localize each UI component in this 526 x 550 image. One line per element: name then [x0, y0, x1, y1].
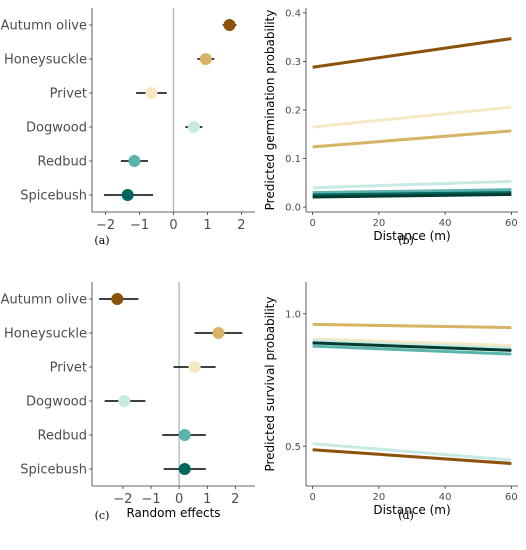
x-tick-label: 40 [439, 218, 452, 229]
series-line [312, 337, 512, 348]
y-tick-label: 0.5 [285, 442, 301, 453]
category-label: Autumn olive [1, 19, 87, 34]
x-tick-label: 40 [439, 492, 452, 503]
x-tick-label: 0 [309, 218, 315, 229]
x-tick-label: 1 [203, 218, 211, 233]
point-estimate [178, 429, 191, 441]
x-axis-title: Random effects [126, 506, 220, 520]
x-tick-label: 20 [373, 218, 386, 229]
x-tick-label: −1 [141, 492, 160, 507]
panel-label: (d) [398, 509, 414, 522]
category-label: Redbud [38, 155, 87, 170]
series-line [312, 105, 512, 129]
point-estimate [223, 19, 236, 31]
y-axis-title: Predicted survival probability [263, 296, 277, 471]
x-axis-title: Distance (m) [373, 503, 450, 517]
x-tick-label: 60 [505, 218, 518, 229]
forest-plot-a: Autumn olive Honeysuckle Privet Dogwood Redb… [1, 8, 255, 247]
point-estimate [187, 121, 200, 133]
series-line [312, 448, 512, 465]
y-tick-label: 0.3 [285, 57, 301, 68]
x-tick-label: 1 [203, 492, 211, 507]
x-tick-label: −2 [113, 492, 132, 507]
point-estimate [118, 395, 131, 407]
x-tick-label: −2 [96, 218, 115, 233]
series-line [312, 129, 512, 149]
point-estimate [111, 293, 124, 305]
x-tick-label: 20 [373, 492, 386, 503]
series-line [312, 442, 512, 462]
point-estimate [178, 463, 191, 475]
series-line [312, 322, 512, 330]
y-tick-label: 0.4 [285, 8, 301, 19]
series-line [312, 188, 512, 195]
x-axis-title: Distance (m) [373, 229, 450, 243]
y-tick-label: 0.0 [285, 203, 301, 214]
series-line [312, 339, 512, 350]
y-tick-label: 0.1 [285, 154, 301, 165]
category-label: Honeysuckle [4, 327, 87, 342]
y-tick-label: 0.2 [285, 106, 301, 117]
category-label: Spicebush [20, 189, 87, 204]
forest-plot-c: Autumn olive Honeysuckle Privet Dogwood Redb… [1, 282, 255, 522]
panel-label: (a) [94, 234, 109, 247]
category-label: Spicebush [20, 463, 87, 478]
series-line [312, 191, 512, 197]
series-line [312, 37, 512, 69]
point-estimate [188, 361, 201, 373]
category-label: Privet [50, 87, 87, 102]
category-label: Dogwood [26, 121, 87, 136]
panel-label: (b) [398, 234, 414, 247]
x-tick-label: 0 [169, 218, 177, 233]
point-estimate [145, 87, 158, 99]
point-estimate [128, 155, 141, 167]
y-tick-label: 1.0 [285, 309, 301, 320]
category-label: Dogwood [26, 395, 87, 410]
category-label: Autumn olive [1, 293, 87, 308]
x-tick-label: 0 [175, 492, 183, 507]
series-line [312, 193, 512, 199]
series-line [312, 179, 512, 190]
category-label: Honeysuckle [4, 53, 87, 68]
category-label: Privet [50, 361, 87, 376]
line-plot-d: 0.5 1.0 0 20 40 60 Distance (m) Predicted survi… [263, 282, 518, 522]
point-estimate [212, 327, 225, 339]
category-label: Redbud [38, 429, 87, 444]
x-tick-label: 2 [237, 218, 245, 233]
y-axis-title: Predicted germination probability [263, 10, 277, 211]
series-line [312, 341, 512, 352]
x-tick-label: −1 [130, 218, 149, 233]
panel-label: (c) [95, 509, 110, 522]
point-estimate [199, 53, 212, 65]
x-tick-label: 60 [505, 492, 518, 503]
x-tick-label: 0 [309, 492, 315, 503]
point-estimate [121, 189, 134, 201]
x-tick-label: 2 [231, 492, 239, 507]
line-plot-b: 0.0 0.1 0.2 0.3 0.4 0 20 40 60 Distance (m) Predic… [263, 8, 518, 247]
series-line [312, 344, 512, 356]
